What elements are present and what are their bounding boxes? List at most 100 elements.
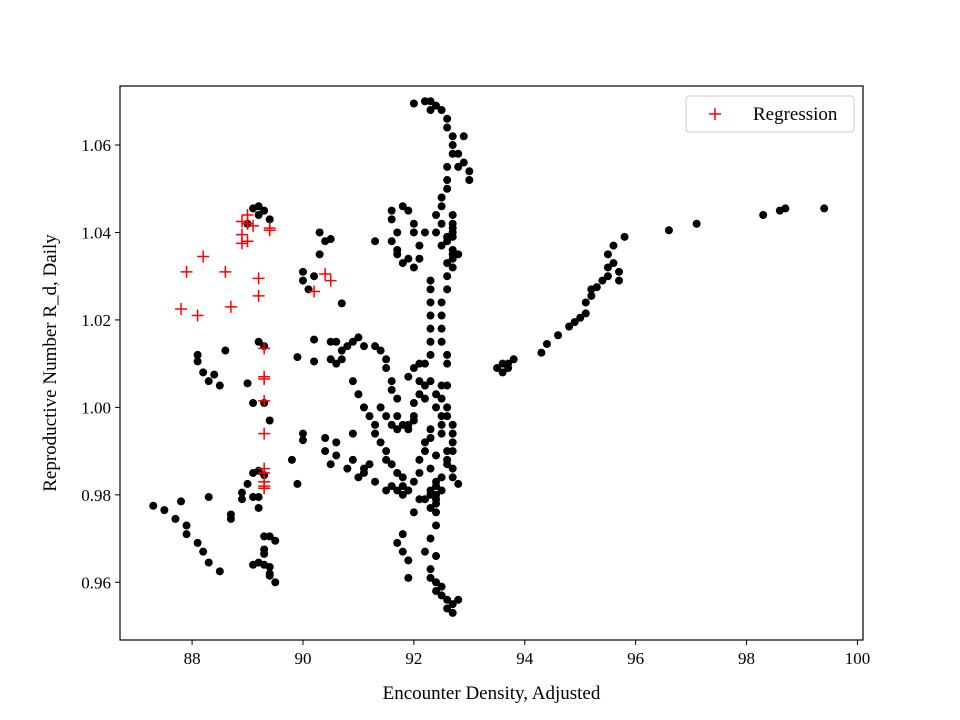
data-point [215,381,224,390]
data-point [310,272,319,281]
data-point [249,468,258,477]
data-point [376,346,385,355]
data-point [310,357,319,366]
data-point [404,556,413,565]
data-point [265,569,274,578]
data-point [443,455,452,464]
data-point [448,464,457,473]
data-point [415,468,424,477]
data-point [298,276,307,285]
data-point [298,436,307,445]
data-point [437,241,446,250]
data-point [415,455,424,464]
data-point [432,578,441,587]
data-point [348,455,357,464]
y-axis-label: Reproductive Number R_d, Daily [40,234,61,492]
data-point [409,416,418,425]
regression-point [258,427,271,440]
data-point [348,429,357,438]
data-point [443,381,452,390]
legend-label-regression: Regression [753,104,838,125]
data-point [781,204,790,213]
regression-point [308,285,321,298]
data-point [337,346,346,355]
data-point [287,455,296,464]
data-point [409,99,418,108]
data-point [420,359,429,368]
data-point [426,503,435,512]
data-point [249,399,258,408]
legend-box [685,95,855,133]
data-point [398,259,407,268]
data-point [254,503,263,512]
data-point [182,530,191,539]
data-point [332,359,341,368]
data-point [437,473,446,482]
data-point [437,381,446,390]
data-point [354,390,363,399]
data-point [448,132,457,141]
data-point [243,479,252,488]
data-point [426,276,435,285]
data-point [321,447,330,456]
data-point [260,545,269,554]
data-point [587,291,596,300]
data-point [193,357,202,366]
data-point [437,298,446,307]
data-point [398,482,407,491]
data-point [448,224,457,233]
data-point [265,562,274,571]
data-point [448,420,457,429]
y-axis-ticks: 0.96 0.98 1.00 1.02 1.04 1.06 [81,136,120,592]
data-point [609,241,618,250]
data-point [382,455,391,464]
data-point [359,464,368,473]
data-point [365,412,374,421]
data-point [420,495,429,504]
data-point [426,311,435,320]
data-point [443,259,452,268]
data-point [437,420,446,429]
data-point [404,372,413,381]
regression-point [174,302,187,315]
data-point [448,245,457,254]
data-point [326,460,335,469]
data-point [237,495,246,504]
points-layer [149,97,829,617]
data-point [271,536,280,545]
data-point [382,486,391,495]
data-point [448,473,457,482]
data-point [265,416,274,425]
data-point [426,377,435,386]
data-point [409,228,418,237]
data-point [542,339,551,348]
data-point [459,158,468,167]
data-point [426,565,435,574]
data-point [432,587,441,596]
data-point [437,591,446,600]
data-point [448,600,457,609]
x-tick-label: 92 [405,649,422,668]
data-point [420,547,429,556]
data-point [415,495,424,504]
data-point [603,272,612,281]
data-point [387,215,396,224]
data-point [820,204,829,213]
data-point [398,547,407,556]
data-point [310,335,319,344]
data-point [432,228,441,237]
data-point [437,193,446,202]
data-point [448,232,457,241]
data-point [437,219,446,228]
regression-point [241,208,254,221]
data-point [226,510,235,519]
data-point [454,149,463,158]
data-point [437,311,446,320]
data-point [204,377,213,386]
data-point [437,486,446,495]
data-point [404,486,413,495]
data-point [260,206,269,215]
data-point [692,219,701,228]
data-point [382,447,391,456]
